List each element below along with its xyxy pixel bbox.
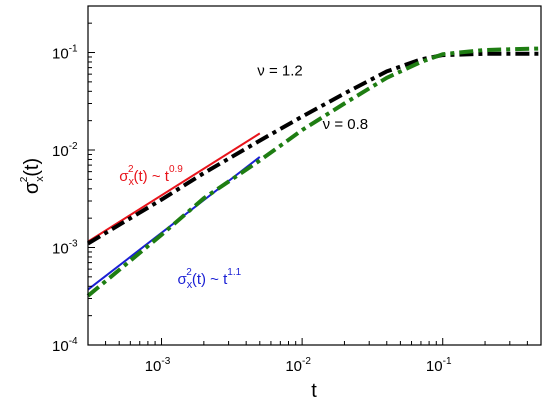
y-axis-label-tail: (t) <box>21 158 43 177</box>
plot-frame <box>87 5 542 346</box>
annotation-layer: ν = 1.2 ν = 0.8 σx2(t) ~ t0.9 σx2(t) ~ t1.1 <box>119 63 368 292</box>
annotation-ann_fit11: σx2(t) ~ t1.1 <box>178 267 242 291</box>
series-fit09 <box>87 132 261 243</box>
y-axis-label-sub: x <box>34 176 46 182</box>
y-axis-label: σx2(t) <box>19 158 46 194</box>
y-axis-label-sup: 2 <box>19 176 30 182</box>
annotation-ann_nu08: ν = 0.8 <box>323 116 368 133</box>
x-tick-label: 10-1 <box>426 356 452 375</box>
y-tick-label: 10-1 <box>52 44 78 63</box>
y-tick-label: 10-3 <box>52 239 78 258</box>
y-tick-label: 10-2 <box>52 141 78 160</box>
series-nu08 <box>86 46 542 298</box>
y-tick-label: 10-4 <box>52 336 78 355</box>
y-axis-label-base: σ <box>21 181 43 194</box>
svg-text:σx2(t): σx2(t) <box>19 158 46 194</box>
x-axis-label: t <box>311 380 317 402</box>
annotation-ann_nu12: ν = 1.2 <box>257 63 302 80</box>
x-tick-label: 10-2 <box>285 356 311 375</box>
x-tick-label: 10-3 <box>145 356 171 375</box>
series-layer <box>86 46 542 298</box>
annotation-ann_fit09: σx2(t) ~ t0.9 <box>119 164 183 188</box>
series-nu12 <box>86 51 541 246</box>
tick-layer: 10-3 10-2 10-1 10-4 10-3 10-2 10-1 <box>52 22 542 375</box>
